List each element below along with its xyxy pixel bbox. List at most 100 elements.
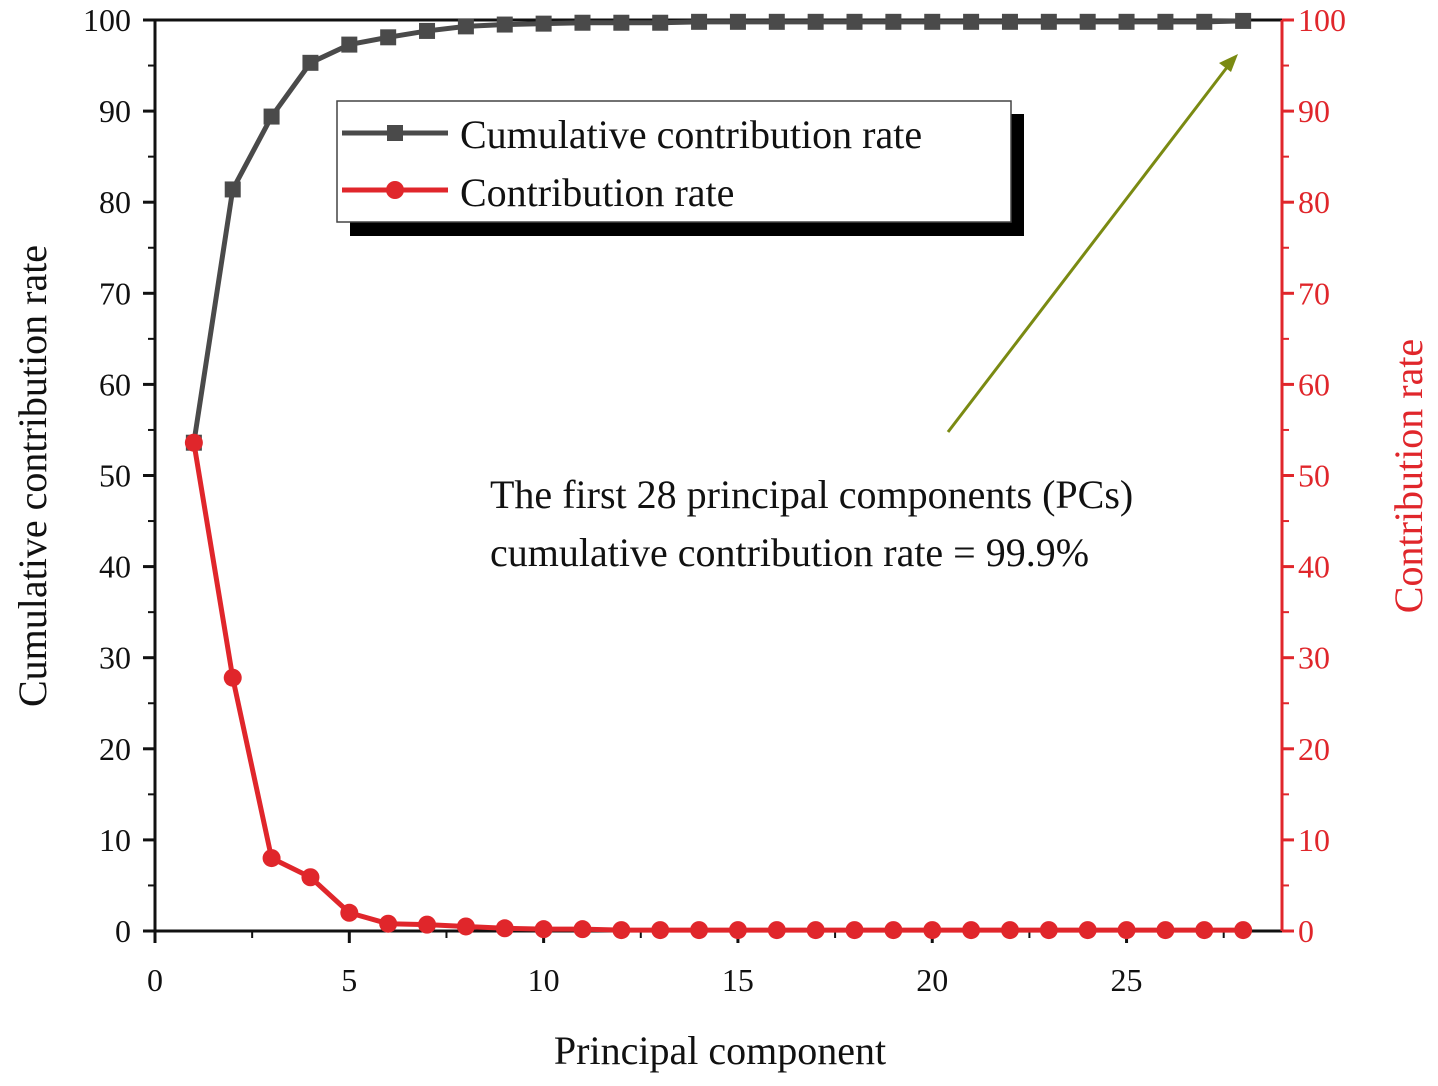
legend-contribution-label: Contribution rate: [460, 170, 734, 215]
legend: Cumulative contribution rate Contributio…: [336, 100, 1024, 236]
contribution-data-point: [1078, 921, 1097, 940]
contribution-data-point: [340, 903, 359, 922]
contribution-data-point: [379, 914, 398, 933]
cumulative-data-point: [1157, 13, 1174, 30]
series-layer: [184, 12, 1253, 940]
cumulative-data-point: [341, 36, 358, 53]
contribution-data-point: [728, 921, 747, 940]
left-y-axis-ticks: 0 10 20 30 40 50 60 70 80 90 100: [83, 2, 155, 949]
x-tick-label: 0: [147, 962, 163, 998]
contribution-data-point: [690, 921, 709, 940]
x-tick-label: 5: [341, 962, 357, 998]
contribution-data-point: [962, 921, 981, 940]
legend-cumulative-marker: [387, 125, 403, 141]
cumulative-data-point: [1001, 13, 1018, 30]
right-y-axis-title: Contribution rate: [1386, 339, 1431, 613]
left-y-tick-label: 50: [99, 458, 131, 494]
right-y-tick-label: 70: [1298, 275, 1330, 311]
cumulative-data-point: [496, 16, 513, 33]
annotation: The first 28 principal components (PCs) …: [490, 54, 1238, 575]
annotation-line-1: The first 28 principal components (PCs): [490, 472, 1133, 517]
cumulative-data-point: [652, 14, 669, 31]
annotation-arrowhead: [1219, 54, 1238, 72]
contribution-data-point: [223, 668, 242, 687]
x-axis-ticks: 0 5 10 15 20 25: [147, 931, 1225, 998]
right-y-tick-label: 60: [1298, 366, 1330, 402]
right-y-tick-label: 40: [1298, 549, 1330, 585]
cumulative-data-point: [768, 13, 785, 30]
left-y-tick-label: 90: [99, 93, 131, 129]
cumulative-data-point: [963, 13, 980, 30]
legend-cumulative-label: Cumulative contribution rate: [460, 112, 922, 157]
contribution-data-point: [612, 921, 631, 940]
contribution-data-point: [884, 921, 903, 940]
left-y-tick-label: 70: [99, 275, 131, 311]
contribution-data-point: [651, 921, 670, 940]
x-tick-label: 20: [916, 962, 948, 998]
annotation-line-2: cumulative contribution rate = 99.9%: [490, 530, 1089, 575]
contribution-data-point: [806, 921, 825, 940]
cumulative-data-point: [1196, 13, 1213, 30]
cumulative-data-point: [613, 14, 630, 31]
annotation-arrow: [946, 65, 1230, 433]
cumulative-data-point: [419, 22, 436, 39]
cumulative-data-point: [574, 14, 591, 31]
right-y-tick-label: 90: [1298, 93, 1330, 129]
left-y-tick-label: 100: [83, 2, 131, 38]
contribution-data-point: [456, 917, 475, 936]
cumulative-data-point: [1235, 12, 1252, 29]
contribution-data-point: [1117, 921, 1136, 940]
contribution-data-point: [1156, 921, 1175, 940]
legend-box: [336, 100, 1012, 223]
contribution-data-point: [184, 433, 203, 452]
right-y-tick-label: 0: [1298, 913, 1314, 949]
cumulative-data-point: [885, 13, 902, 30]
x-tick-label: 25: [1111, 962, 1143, 998]
cumulative-data-point: [729, 13, 746, 30]
right-y-tick-label: 10: [1298, 822, 1330, 858]
cumulative-data-point: [535, 15, 552, 32]
cumulative-data-point: [1040, 13, 1057, 30]
contribution-data-point: [418, 915, 437, 934]
contribution-data-point: [767, 921, 786, 940]
right-y-tick-label: 100: [1298, 2, 1346, 38]
left-y-tick-label: 10: [99, 822, 131, 858]
cumulative-series-line: [191, 18, 1244, 444]
right-y-tick-label: 50: [1298, 458, 1330, 494]
cumulative-data-point: [924, 13, 941, 30]
right-y-tick-label: 80: [1298, 184, 1330, 220]
contribution-data-point: [923, 921, 942, 940]
left-y-tick-label: 30: [99, 640, 131, 676]
left-y-tick-label: 60: [99, 366, 131, 402]
x-axis-title: Principal component: [554, 1028, 886, 1073]
x-tick-label: 15: [722, 962, 754, 998]
cumulative-data-point: [1079, 13, 1096, 30]
contribution-data-point: [1195, 921, 1214, 940]
right-y-axis-ticks: 0 10 20 30 40 50 60 70 80 90 100: [1282, 2, 1346, 949]
cumulative-data-point: [380, 29, 397, 46]
right-y-tick-label: 30: [1298, 640, 1330, 676]
left-y-tick-label: 20: [99, 731, 131, 767]
cumulative-data-point: [846, 13, 863, 30]
cumulative-data-point: [457, 18, 474, 35]
left-y-tick-label: 0: [115, 913, 131, 949]
cumulative-data-point: [224, 181, 241, 198]
contribution-data-point: [573, 920, 592, 939]
contribution-data-point: [495, 919, 514, 938]
cumulative-data-point: [691, 13, 708, 30]
contribution-data-point: [845, 921, 864, 940]
contribution-data-point: [1000, 921, 1019, 940]
contribution-data-point: [301, 868, 320, 887]
cumulative-data-point: [807, 13, 824, 30]
legend-contribution-marker: [386, 181, 404, 199]
contribution-data-point: [1234, 921, 1253, 940]
cumulative-data-point: [302, 54, 319, 71]
cumulative-data-point: [263, 108, 280, 125]
contribution-data-point: [1039, 921, 1058, 940]
left-y-axis-title: Cumulative contribution rate: [10, 245, 55, 707]
right-y-tick-label: 20: [1298, 731, 1330, 767]
contribution-data-point: [534, 920, 553, 939]
cumulative-data-point: [1118, 13, 1135, 30]
